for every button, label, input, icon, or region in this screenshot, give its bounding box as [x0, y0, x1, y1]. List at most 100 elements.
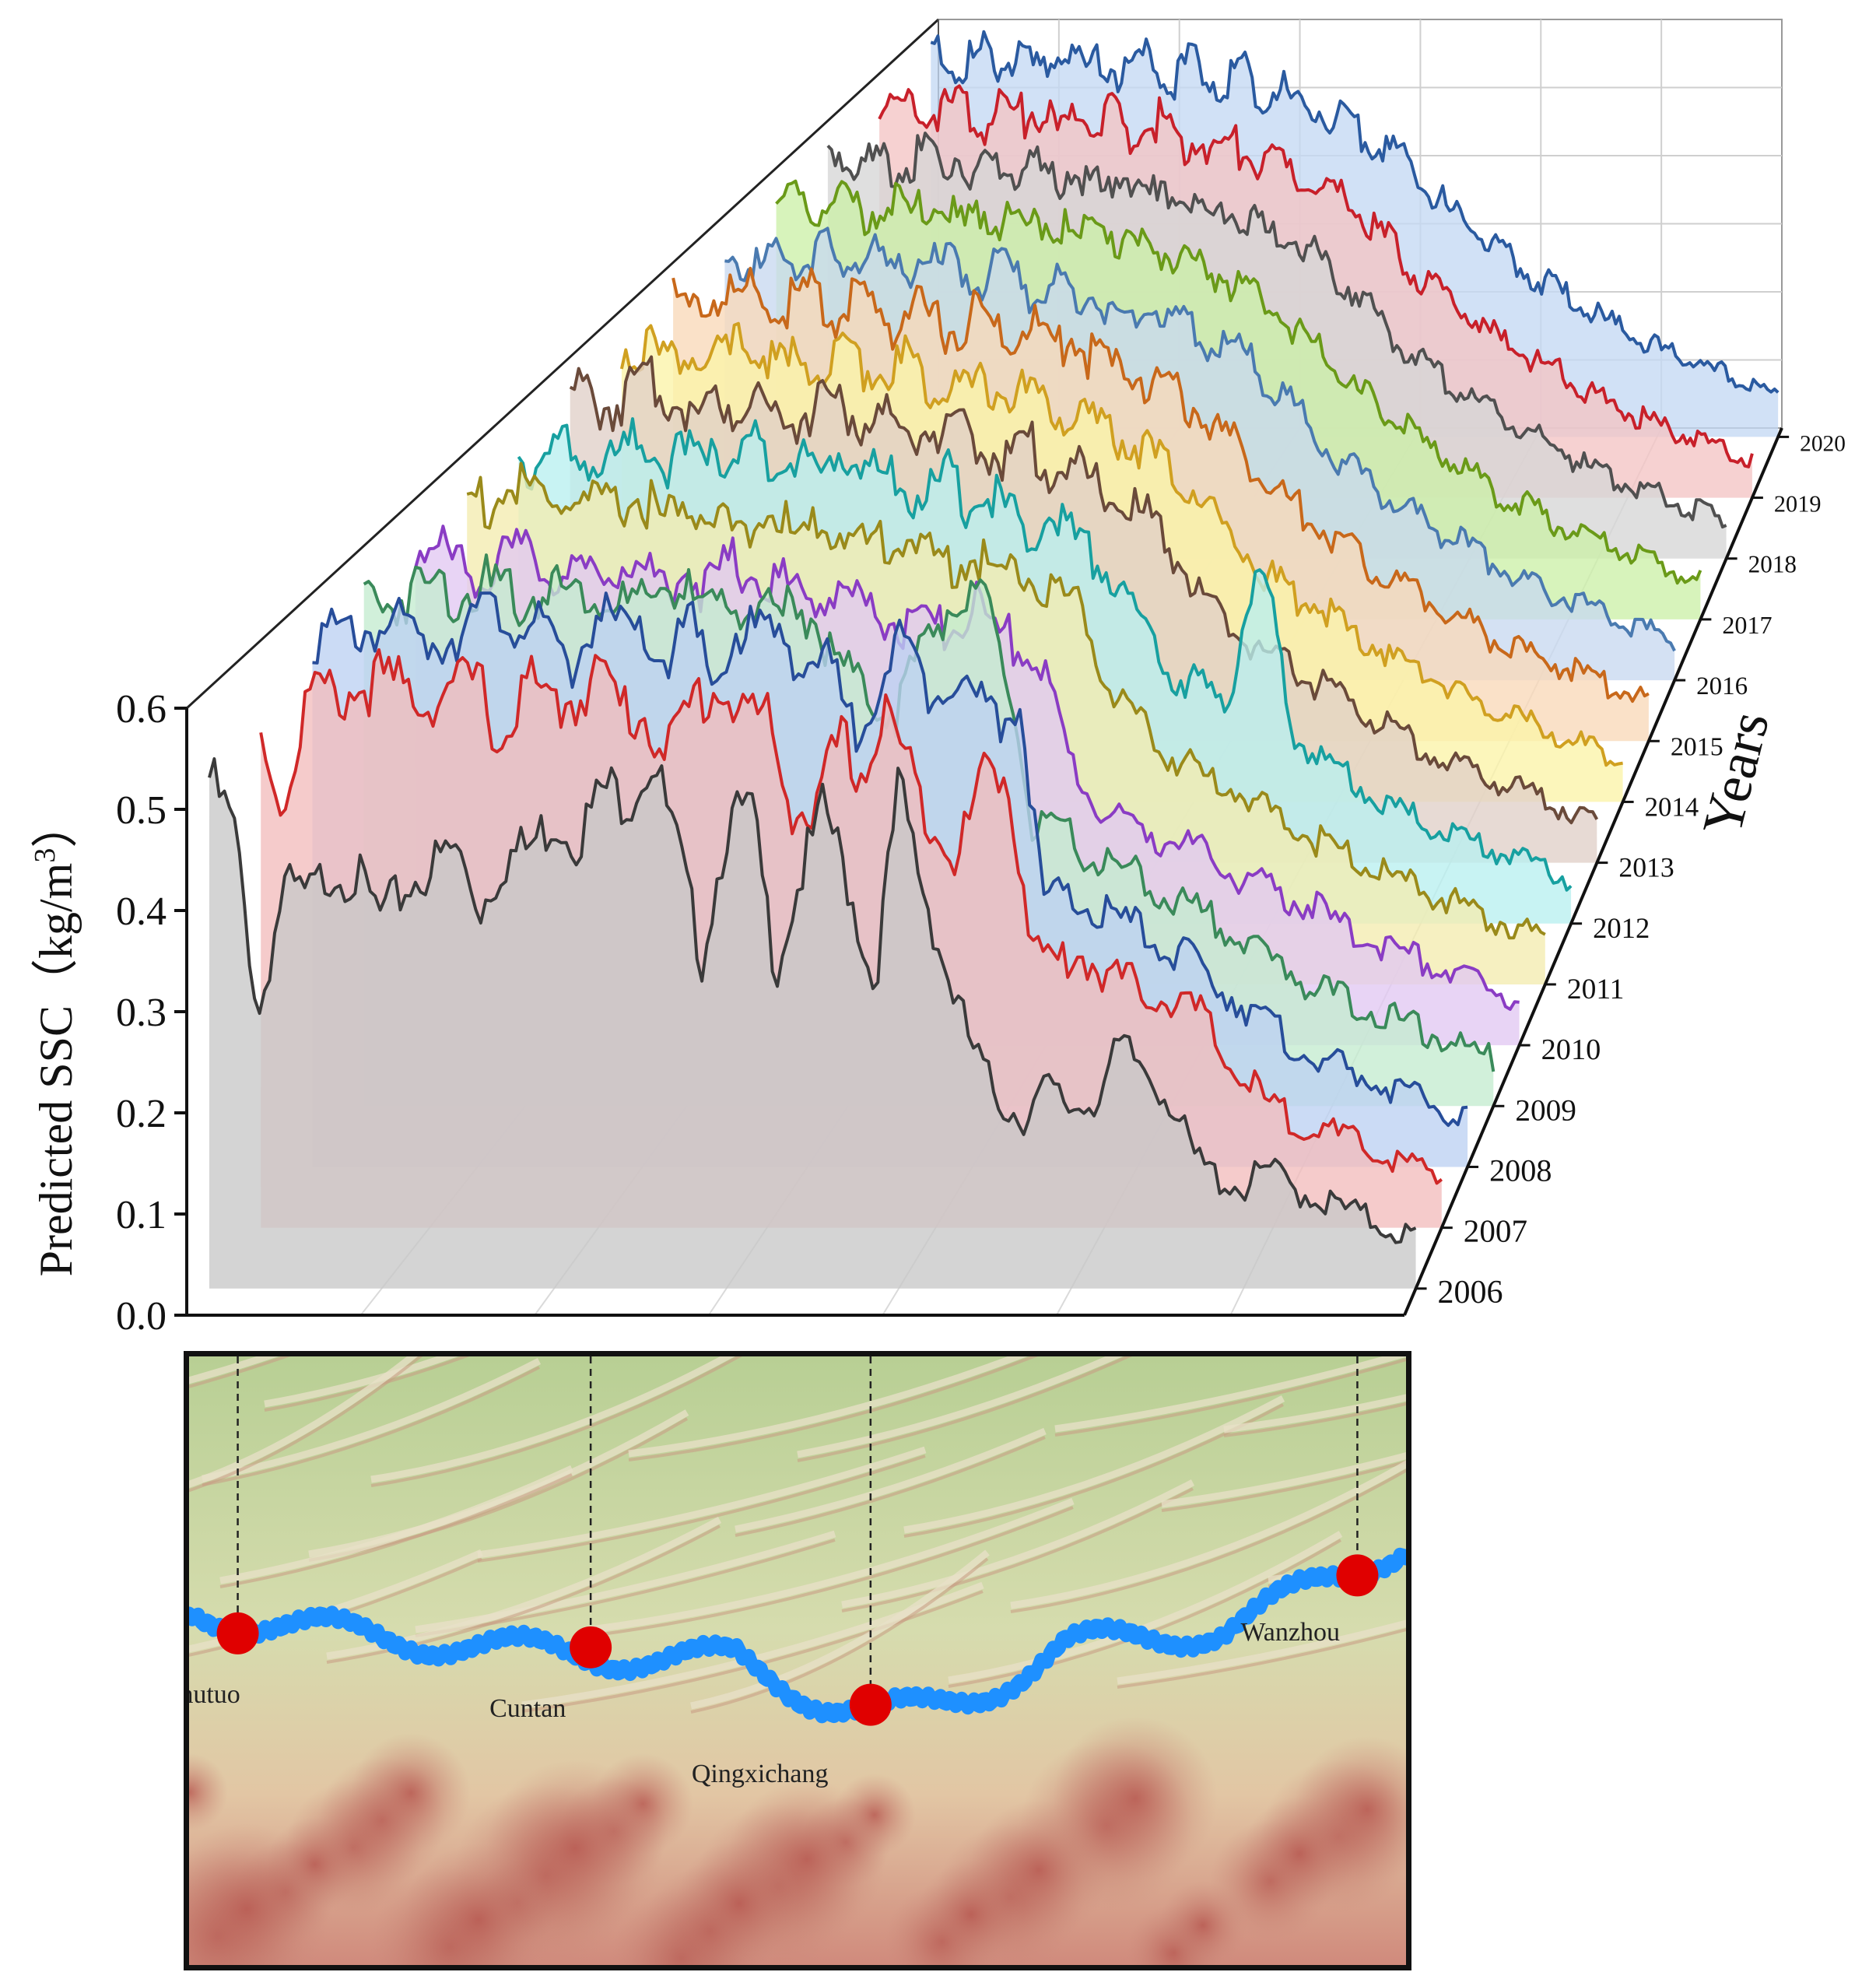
- ridge: [1117, 1619, 1406, 1685]
- series-line-2013: [569, 355, 1599, 825]
- series-line-2006: [208, 757, 1417, 1244]
- y-tick-label: 0.4: [116, 889, 167, 934]
- top-left-edge: [185, 18, 940, 710]
- ridge-shadow: [189, 1356, 423, 1493]
- ridge: [841, 1479, 1195, 1609]
- station-guide-lines: [237, 1356, 1359, 1705]
- ridge: [1010, 1460, 1406, 1609]
- ridge: [903, 1395, 1285, 1534]
- year-tick-label-2015: 2015: [1671, 732, 1723, 761]
- year-tick-label-2014: 2014: [1645, 791, 1699, 822]
- ridge: [1161, 1451, 1406, 1508]
- ssc-waterfall-chart: 2020 2019 2018 2017 2016 2015 2014 2013 2012 2011…: [29, 18, 1846, 1339]
- ridge: [189, 1356, 279, 1384]
- year-tick-label-2006: 2006: [1438, 1275, 1503, 1311]
- year-tick-label-2010: 2010: [1541, 1033, 1601, 1066]
- ridge: [797, 1356, 1124, 1458]
- y-tick-label: 0.5: [116, 788, 167, 833]
- ridge: [202, 1357, 542, 1482]
- year-tick-label-2018: 2018: [1748, 551, 1797, 578]
- ridge-shadow: [189, 1356, 291, 1388]
- series-line-2020: [930, 30, 1780, 394]
- year-tick-label-2020: 2020: [1800, 431, 1846, 456]
- series-line-2008: [312, 591, 1468, 1128]
- series-line-2018: [826, 132, 1727, 529]
- highland: [676, 1840, 802, 1965]
- series-line-2012: [517, 417, 1573, 892]
- ridge: [1223, 1394, 1406, 1433]
- highland: [1053, 1716, 1218, 1881]
- series-2006: [208, 757, 1417, 1289]
- station-label-qingxichang: Qingxichang: [691, 1759, 829, 1788]
- ridge-shadow: [735, 1436, 1046, 1537]
- series-line-2014: [619, 321, 1623, 767]
- series-line-2015: [672, 266, 1650, 704]
- station-marker-qingxichang: [849, 1683, 892, 1726]
- series-layer: 2020 2019 2018 2017 2016 2015 2014 2013 2012 2011…: [208, 30, 1846, 1311]
- ridge: [264, 1356, 458, 1408]
- station-marker-cuntan: [570, 1626, 612, 1668]
- depth-axis-line: [1403, 427, 1783, 1316]
- ridge: [477, 1446, 927, 1559]
- ridge-shadow: [326, 1525, 721, 1664]
- terrain-ridges: [189, 1356, 1406, 1714]
- y-tick-label: 0.1: [116, 1193, 167, 1237]
- ridge-shadow: [415, 1539, 836, 1637]
- highland: [486, 1760, 664, 1937]
- y-axis-label: Predicted SSC（kg/m3）: [29, 802, 82, 1277]
- series-line-2019: [878, 84, 1754, 468]
- ridge: [690, 1549, 990, 1710]
- highland: [351, 1733, 471, 1853]
- ridge-shadow: [1223, 1402, 1406, 1437]
- series-line-2016: [724, 226, 1676, 652]
- highland: [189, 1753, 228, 1831]
- year-tick-label-2013: 2013: [1618, 852, 1674, 883]
- ridge-shadow: [370, 1356, 742, 1487]
- ridge-shadow: [477, 1454, 926, 1563]
- y-tick-label: 0.3: [116, 991, 167, 1035]
- ridge-shadow: [628, 1356, 1039, 1461]
- ridge: [1054, 1356, 1406, 1433]
- terrain-highlands: [189, 1716, 1406, 1965]
- ridge-shadow: [841, 1487, 1194, 1612]
- year-tick-label-2017: 2017: [1722, 611, 1772, 639]
- y-tick-label: 0.6: [116, 687, 167, 732]
- year-tick-label-2011: 2011: [1567, 974, 1625, 1005]
- ridge: [189, 1356, 419, 1488]
- year-tick-label-2019: 2019: [1774, 491, 1822, 518]
- yangtze-river: [189, 1547, 1406, 1724]
- highland: [1243, 1797, 1356, 1911]
- y-tick-label: 0.0: [116, 1294, 167, 1339]
- station-label-zhutuo: Zhutuo: [189, 1679, 240, 1709]
- river-terrain-map: Zhutuo Cuntan Qingxichang Wanzhou: [184, 1351, 1411, 1970]
- ridge-shadow: [1054, 1357, 1406, 1437]
- year-tick-label-2008: 2008: [1489, 1153, 1552, 1188]
- station-markers: [216, 1554, 1379, 1726]
- station-label-wanzhou: Wanzhou: [1240, 1618, 1340, 1647]
- year-tick-label-2012: 2012: [1593, 912, 1650, 944]
- ridge: [628, 1356, 1028, 1458]
- station-label-cuntan: Cuntan: [489, 1693, 566, 1723]
- ridge-shadow: [202, 1366, 540, 1486]
- year-tick-label-2007: 2007: [1464, 1213, 1527, 1249]
- highland: [1159, 1881, 1247, 1965]
- ridge-shadow: [1010, 1468, 1406, 1613]
- year-tick-label-2009: 2009: [1515, 1093, 1576, 1127]
- ridge: [584, 1497, 1075, 1634]
- series-line-2017: [775, 179, 1702, 585]
- ridge-shadow: [219, 1473, 573, 1588]
- ridge-shadow: [797, 1356, 1132, 1462]
- series-line-2009: [363, 553, 1496, 1072]
- ridge-shadow: [264, 1356, 470, 1412]
- ridge: [370, 1356, 735, 1483]
- station-marker-wanzhou: [1336, 1554, 1379, 1597]
- highland: [189, 1823, 332, 1965]
- station-marker-zhutuo: [216, 1612, 259, 1654]
- y-tick-label: 0.2: [116, 1092, 167, 1136]
- ridge-shadow: [1161, 1460, 1406, 1512]
- terrain-map-canvas: [189, 1356, 1406, 1965]
- highland: [917, 1861, 1025, 1965]
- z-axis-label: Years: [1690, 706, 1781, 842]
- year-tick-label-2016: 2016: [1696, 672, 1748, 700]
- axes-layer: 0.0 0.1 0.2 0.3 0.4 0.5 0.6: [116, 427, 1783, 1339]
